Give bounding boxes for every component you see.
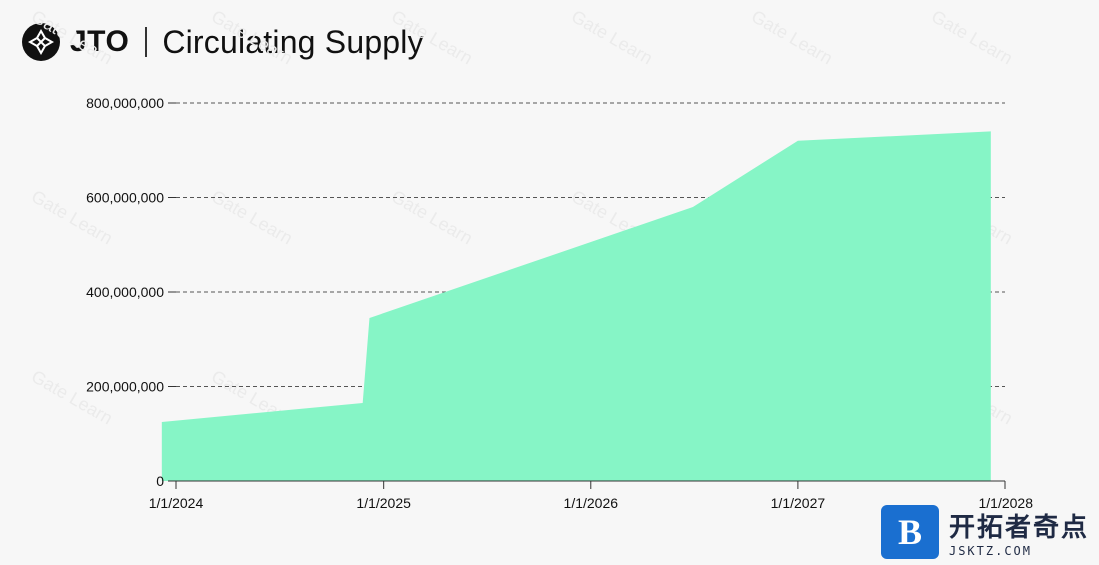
jito-logo-icon (22, 23, 60, 61)
gate-learn-watermark-text: Gate Learn (568, 6, 656, 68)
header-divider (145, 27, 148, 57)
gate-learn-watermark-text: Gate Learn (208, 6, 296, 68)
gate-learn-watermark-text: Gate Learn (748, 6, 836, 68)
chart-header: JTO Circulating Supply (22, 20, 424, 64)
xtick-label: 1/1/2025 (356, 495, 411, 511)
gate-learn-watermark-text: Gate Learn (388, 6, 476, 68)
xtick-label: 1/1/2028 (979, 495, 1034, 511)
ytick-label: 800,000,000 (86, 95, 164, 111)
xtick-label: 1/1/2026 (564, 495, 619, 511)
xtick-label: 1/1/2027 (771, 495, 826, 511)
ytick-label: 200,000,000 (86, 379, 164, 395)
chart-title: Circulating Supply (162, 23, 424, 60)
site-watermark: B 开拓者奇点 JSKTZ.COM (880, 505, 1089, 559)
gate-learn-watermark-text: Gate Learn (928, 6, 1016, 68)
ytick-label: 400,000,000 (86, 284, 164, 300)
watermark-chinese-text: 开拓者奇点 (948, 511, 1089, 542)
badge-icon: B (880, 505, 939, 559)
watermark-url: JSKTZ.COM (948, 543, 1033, 558)
badge-letter: B (897, 512, 922, 552)
gate-learn-watermark-text: Gate Learn (208, 186, 296, 248)
ytick-label: 600,000,000 (86, 190, 164, 206)
token-ticker: JTO (70, 25, 130, 58)
area-layer (161, 131, 991, 481)
gate-learn-watermark-text: Gate Learn (388, 186, 476, 248)
gate-learn-watermark-text: Gate Learn (28, 6, 116, 68)
gate-learn-watermark-text: Gate Learn (28, 366, 116, 428)
axis-layer: 0 200,000,000 400,000,000 600,000,000 800,00… (86, 95, 1033, 511)
ytick-label: 0 (156, 473, 164, 489)
circulating-supply-area (161, 131, 991, 481)
xtick-label: 1/1/2024 (149, 495, 204, 511)
